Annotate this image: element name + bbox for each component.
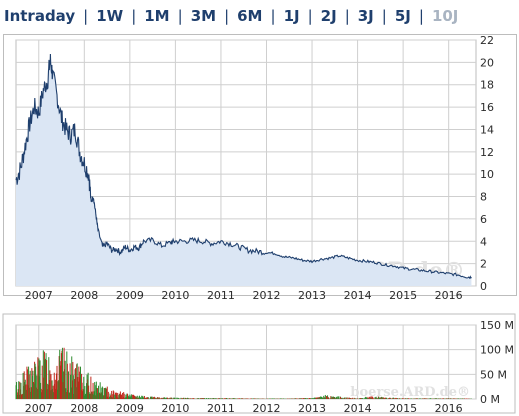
tab-separator: |: [177, 7, 183, 25]
volume-y-tick-label: 0 M: [480, 393, 500, 406]
price-x-tick-label: 2007: [25, 289, 53, 302]
price-y-tick-label: 2: [480, 258, 487, 271]
volume-x-tick-label: 2015: [389, 402, 417, 415]
price-y-tick-label: 6: [480, 213, 487, 226]
tab-1j[interactable]: 1J: [283, 7, 300, 25]
tab-5j[interactable]: 5J: [394, 7, 411, 25]
tab-1m[interactable]: 1M: [144, 7, 170, 25]
volume-x-tick-label: 2012: [252, 402, 280, 415]
price-y-tick-label: 12: [480, 146, 494, 159]
tab-separator: |: [381, 7, 387, 25]
tab-separator: |: [307, 7, 313, 25]
volume-x-tick-label: 2013: [298, 402, 326, 415]
price-x-tick-label: 2013: [298, 289, 326, 302]
volume-x-tick-label: 2007: [25, 402, 53, 415]
tab-6m[interactable]: 6M: [237, 7, 263, 25]
volume-x-tick-label: 2008: [70, 402, 98, 415]
price-x-tick-label: 2009: [116, 289, 144, 302]
tab-10j: 10J: [431, 7, 459, 25]
tab-2j[interactable]: 2J: [320, 7, 337, 25]
price-y-tick-label: 20: [480, 56, 494, 69]
price-y-tick-label: 16: [480, 101, 494, 114]
price-y-tick-label: 0: [480, 280, 487, 293]
tab-separator: |: [131, 7, 137, 25]
volume-x-tick-label: 2010: [161, 402, 189, 415]
tab-3j[interactable]: 3J: [357, 7, 374, 25]
tab-separator: |: [418, 7, 424, 25]
price-y-tick-label: 18: [480, 79, 494, 92]
volume-y-tick-label: 50 M: [480, 368, 507, 381]
volume-x-tick-label: 2011: [207, 402, 235, 415]
tab-3m[interactable]: 3M: [190, 7, 217, 25]
volume-y-tick-label: 150 M: [480, 319, 514, 332]
period-tabs: Intraday | 1W | 1M | 3M | 6M | 1J | 2J | 3J | 5J | 10J: [0, 0, 519, 32]
price-series-line: [15, 53, 472, 280]
tab-separator: |: [83, 7, 89, 25]
price-y-tick-label: 22: [480, 34, 494, 47]
tab-separator: |: [224, 7, 230, 25]
price-area-fill: [16, 54, 472, 286]
price-x-tick-label: 2010: [161, 289, 189, 302]
price-y-tick-label: 8: [480, 191, 487, 204]
volume-x-tick-label: 2016: [435, 402, 463, 415]
price-y-tick-label: 4: [480, 235, 487, 248]
price-x-tick-label: 2008: [70, 289, 98, 302]
volume-watermark: boerse.ARD.de®: [350, 385, 470, 400]
price-x-tick-label: 2014: [344, 289, 372, 302]
price-y-tick-label: 10: [480, 168, 494, 181]
volume-x-tick-label: 2009: [116, 402, 144, 415]
price-x-tick-label: 2012: [252, 289, 280, 302]
price-y-tick-label: 14: [480, 123, 494, 136]
volume-x-tick-label: 2014: [344, 402, 372, 415]
price-x-tick-label: 2011: [207, 289, 235, 302]
tab-separator: |: [344, 7, 350, 25]
volume-y-tick-label: 100 M: [480, 344, 514, 357]
price-x-tick-label: 2016: [435, 289, 463, 302]
price-x-tick-label: 2015: [389, 289, 417, 302]
tab-1w[interactable]: 1W: [96, 7, 124, 25]
tab-separator: |: [270, 7, 276, 25]
tab-intraday[interactable]: Intraday: [4, 7, 76, 25]
